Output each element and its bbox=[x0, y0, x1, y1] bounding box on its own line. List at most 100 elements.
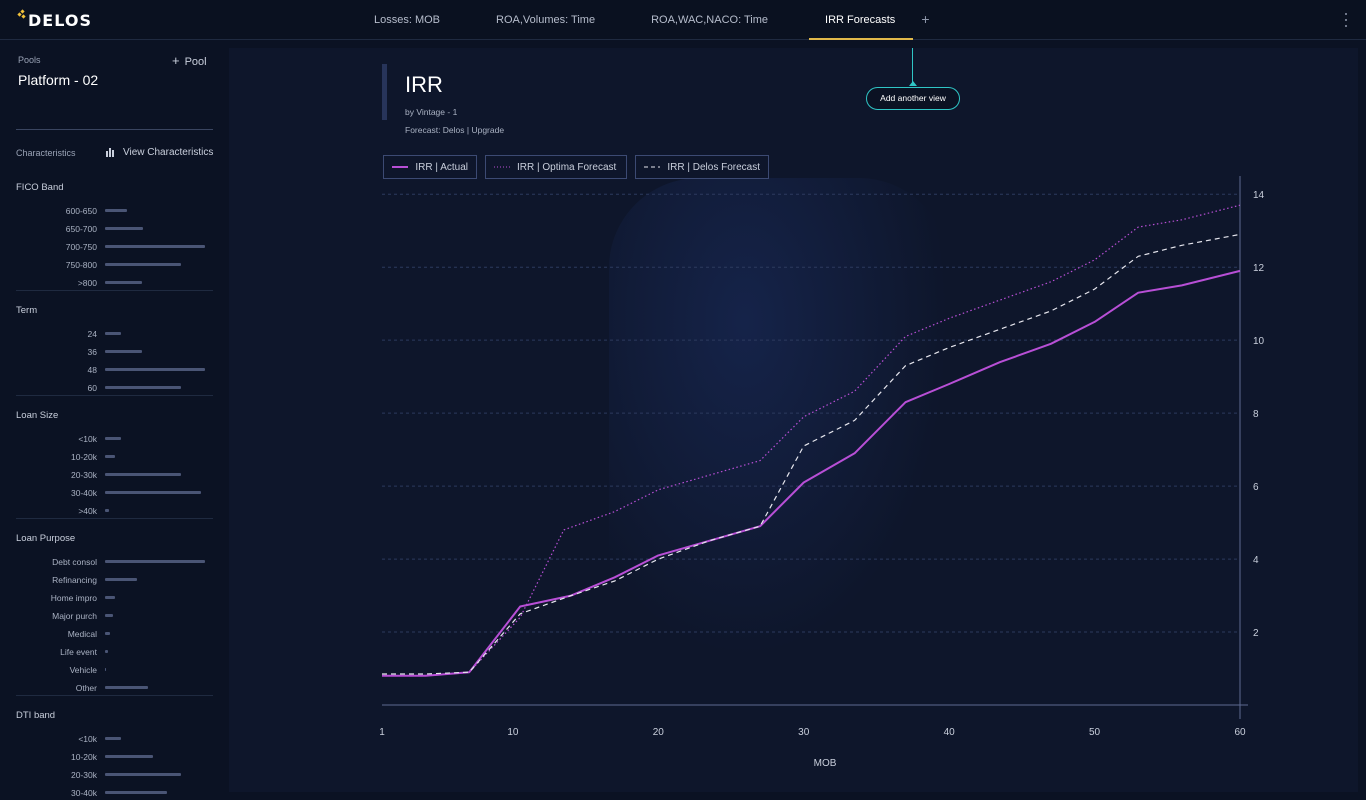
series-actual-line bbox=[382, 269, 1241, 677]
characteristic-row[interactable]: Medical bbox=[0, 625, 228, 643]
characteristic-share-bar bbox=[105, 596, 115, 599]
forecast-source: Forecast: Delos | Upgrade bbox=[405, 125, 505, 135]
characteristic-row[interactable]: Home impro bbox=[0, 589, 228, 607]
characteristic-row[interactable]: 650-700 bbox=[0, 220, 228, 238]
characteristic-row[interactable]: Major purch bbox=[0, 607, 228, 625]
characteristic-row[interactable]: 48 bbox=[0, 361, 228, 379]
add-view-pointer-icon bbox=[909, 81, 917, 86]
characteristic-row-label: Refinancing bbox=[52, 575, 97, 585]
add-another-view-button[interactable]: Add another view bbox=[866, 87, 960, 110]
characteristic-share-bar bbox=[105, 791, 167, 794]
delos-logo[interactable]: DELOS bbox=[16, 9, 92, 31]
characteristic-row-label: Major purch bbox=[52, 611, 97, 621]
characteristic-row-label: 650-700 bbox=[65, 224, 97, 234]
characteristic-share-bar bbox=[105, 755, 153, 758]
legend-delos[interactable]: IRR | Delos Forecast bbox=[635, 155, 769, 179]
characteristic-row[interactable]: 30-40k bbox=[0, 484, 228, 502]
characteristic-row-label: Vehicle bbox=[69, 665, 97, 675]
add-pool-button[interactable]: + Pool bbox=[172, 53, 207, 68]
characteristic-row-label: Life event bbox=[60, 647, 97, 657]
chart-subtitle: by Vintage - 1 bbox=[405, 107, 458, 117]
tab-roa-volumes-time[interactable]: ROA,Volumes: Time bbox=[496, 14, 596, 26]
top-bar: DELOS Losses: MOB ROA,Volumes: Time ROA,… bbox=[0, 0, 1366, 40]
characteristic-row[interactable]: 20-30k bbox=[0, 766, 228, 784]
characteristic-row[interactable]: 10-20k bbox=[0, 448, 228, 466]
characteristic-share-bar bbox=[105, 437, 121, 440]
tab-losses-mob[interactable]: Losses: MOB bbox=[374, 14, 441, 26]
characteristic-row-label: Debt consol bbox=[52, 557, 97, 567]
tab-irr-forecasts[interactable]: IRR Forecasts bbox=[809, 0, 914, 40]
characteristic-row[interactable]: 750-800 bbox=[0, 256, 228, 274]
characteristic-row-label: Medical bbox=[67, 629, 97, 639]
chart-title: IRR bbox=[405, 72, 443, 97]
y-tick-label: 6 bbox=[1253, 482, 1259, 493]
characteristic-share-bar bbox=[105, 650, 108, 653]
characteristic-row-label: 30-40k bbox=[71, 788, 97, 798]
characteristic-share-bar bbox=[105, 491, 201, 494]
characteristic-share-bar bbox=[105, 386, 181, 389]
characteristic-row-label: 48 bbox=[87, 365, 97, 375]
x-tick-label: 30 bbox=[798, 727, 810, 738]
tab-roa-wac-naco-time[interactable]: ROA,WAC,NACO: Time bbox=[651, 14, 769, 26]
legend-actual[interactable]: IRR | Actual bbox=[383, 155, 477, 179]
x-tick-label: 50 bbox=[1089, 727, 1101, 738]
characteristic-row[interactable]: <10k bbox=[0, 430, 228, 448]
x-tick-label: 60 bbox=[1234, 727, 1246, 738]
characteristic-row-label: 10-20k bbox=[71, 752, 97, 762]
characteristic-row-label: Other bbox=[75, 683, 97, 693]
legend-optima[interactable]: IRR | Optima Forecast bbox=[485, 155, 627, 179]
characteristic-row-label: 600-650 bbox=[65, 206, 97, 216]
irr-chart: 2 4 6 8 10 12 14 1 10 20 30 40 50 60 MOB bbox=[379, 176, 1265, 769]
characteristic-group-title: DTI band bbox=[16, 710, 56, 721]
sidebar-divider bbox=[16, 129, 213, 130]
legend-optima-label: IRR | Optima Forecast bbox=[517, 161, 617, 173]
view-characteristics-button[interactable]: View Characteristics bbox=[106, 147, 213, 158]
view-tabs: Losses: MOB ROA,Volumes: Time ROA,WAC,NA… bbox=[358, 0, 938, 40]
characteristic-row[interactable]: 60 bbox=[0, 379, 228, 397]
characteristic-row-label: <10k bbox=[78, 434, 97, 444]
characteristic-row[interactable]: 36 bbox=[0, 343, 228, 361]
characteristic-row[interactable]: 30-40k bbox=[0, 784, 228, 800]
chart-panel: IRR by Vintage - 1 Forecast: Delos | Upg… bbox=[229, 48, 1358, 792]
characteristic-share-bar bbox=[105, 332, 121, 335]
characteristic-row[interactable]: <10k bbox=[0, 730, 228, 748]
characteristic-row[interactable]: 10-20k bbox=[0, 748, 228, 766]
characteristic-row[interactable]: >40k bbox=[0, 502, 228, 520]
series-delos-line bbox=[382, 233, 1241, 675]
characteristic-row[interactable]: Vehicle bbox=[0, 661, 228, 679]
characteristic-row[interactable]: Debt consol bbox=[0, 553, 228, 571]
characteristic-row[interactable]: Refinancing bbox=[0, 571, 228, 589]
characteristic-share-bar bbox=[105, 509, 109, 512]
characteristic-group-title: Term bbox=[16, 305, 38, 316]
characteristic-share-bar bbox=[105, 368, 205, 371]
add-view-connector bbox=[912, 48, 913, 83]
title-accent-bar bbox=[382, 64, 387, 120]
characteristic-row-label: Home impro bbox=[50, 593, 97, 603]
pool-name[interactable]: Platform - 02 bbox=[18, 72, 99, 88]
characteristic-share-bar bbox=[105, 686, 148, 689]
characteristic-group-title: FICO Band bbox=[16, 182, 64, 193]
series-optima-line bbox=[382, 204, 1241, 677]
characteristic-row-label: 20-30k bbox=[71, 470, 97, 480]
characteristic-row-label: 36 bbox=[87, 347, 97, 357]
characteristic-share-bar bbox=[105, 281, 142, 284]
characteristic-row[interactable]: 700-750 bbox=[0, 238, 228, 256]
characteristic-row[interactable]: 600-650 bbox=[0, 202, 228, 220]
x-axis-label: MOB bbox=[814, 758, 837, 769]
characteristic-share-bar bbox=[105, 473, 181, 476]
characteristic-row[interactable]: 20-30k bbox=[0, 466, 228, 484]
characteristic-row[interactable]: Other bbox=[0, 679, 228, 697]
characteristic-row-label: >40k bbox=[78, 506, 97, 516]
characteristic-row-label: 700-750 bbox=[65, 242, 97, 252]
more-options-icon[interactable] bbox=[1344, 13, 1348, 27]
bar-chart-icon bbox=[106, 148, 115, 157]
background-watermark bbox=[609, 178, 949, 658]
characteristic-row[interactable]: >800 bbox=[0, 274, 228, 292]
characteristic-group-title: Loan Size bbox=[16, 410, 59, 421]
group-separator bbox=[16, 695, 213, 696]
characteristic-row-label: >800 bbox=[77, 278, 97, 288]
characteristic-row[interactable]: 24 bbox=[0, 325, 228, 343]
logo-mark-icon bbox=[16, 9, 26, 31]
add-tab-button[interactable]: + bbox=[921, 11, 930, 27]
characteristic-row[interactable]: Life event bbox=[0, 643, 228, 661]
